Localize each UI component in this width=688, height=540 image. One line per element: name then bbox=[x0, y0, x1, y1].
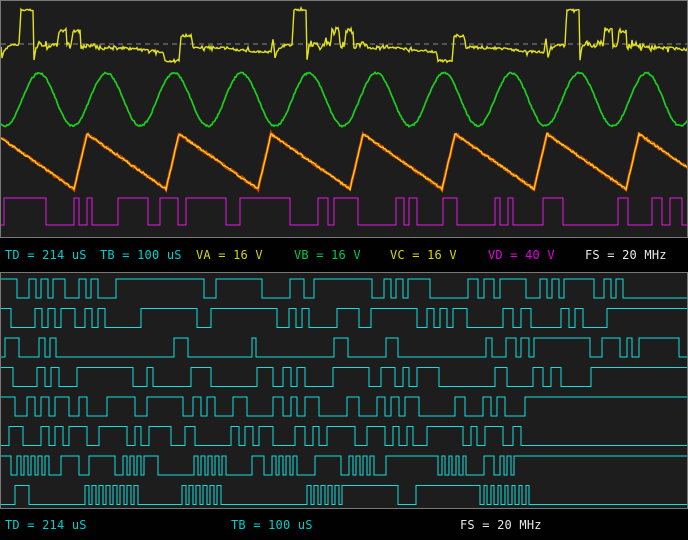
measurement-bar: TD = 214 uS TB = 100 uS VA = 16 V VB = 1… bbox=[0, 238, 688, 272]
td-readout: TD = 214 uS bbox=[5, 248, 87, 262]
fs-readout: FS = 20 MHz bbox=[585, 248, 667, 262]
fs-readout: FS = 20 MHz bbox=[460, 517, 542, 532]
logic-waveforms-canvas bbox=[1, 278, 687, 506]
analog-scope-display bbox=[0, 0, 688, 238]
analog-waveforms-canvas bbox=[1, 5, 687, 226]
va-readout: VA = 16 V bbox=[196, 248, 263, 262]
vd-readout: VD = 40 V bbox=[488, 248, 555, 262]
vc-readout: VC = 16 V bbox=[390, 248, 457, 262]
vb-readout: VB = 16 V bbox=[294, 248, 361, 262]
logic-analyzer-display bbox=[0, 272, 688, 509]
timing-bar: TD = 214 uS TB = 100 uS FS = 20 MHz bbox=[0, 509, 688, 540]
tb-readout: TB = 100 uS bbox=[231, 517, 313, 532]
tb-readout: TB = 100 uS bbox=[100, 248, 182, 262]
td-readout: TD = 214 uS bbox=[5, 517, 87, 532]
